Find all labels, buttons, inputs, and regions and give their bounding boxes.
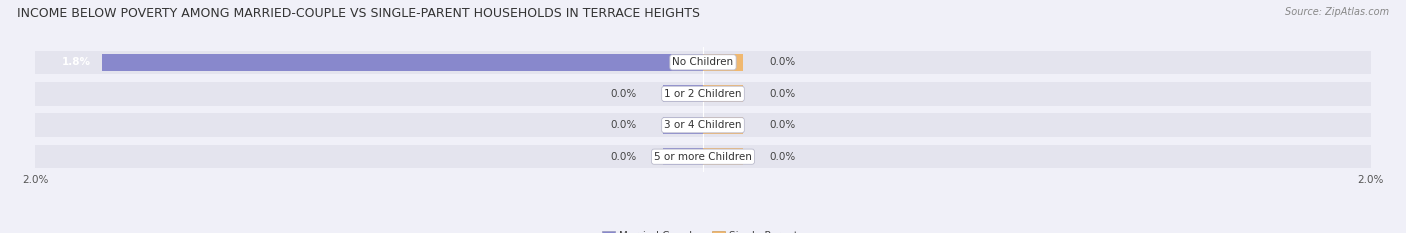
Text: 0.0%: 0.0% [610, 152, 636, 162]
Bar [662, 116, 703, 134]
Bar [101, 54, 703, 71]
Text: 1.8%: 1.8% [62, 57, 91, 67]
Text: 0.0%: 0.0% [769, 120, 796, 130]
Bar [703, 85, 742, 103]
Text: 0.0%: 0.0% [610, 120, 636, 130]
Bar [35, 82, 1371, 106]
Bar [703, 148, 742, 165]
Text: 5 or more Children: 5 or more Children [654, 152, 752, 162]
Legend: Married Couples, Single Parents: Married Couples, Single Parents [599, 227, 807, 233]
Bar [703, 116, 742, 134]
Bar [662, 85, 703, 103]
Text: No Children: No Children [672, 57, 734, 67]
Text: 0.0%: 0.0% [769, 89, 796, 99]
Bar [35, 145, 1371, 168]
Text: 1 or 2 Children: 1 or 2 Children [664, 89, 742, 99]
Text: 0.0%: 0.0% [610, 89, 636, 99]
Text: Source: ZipAtlas.com: Source: ZipAtlas.com [1285, 7, 1389, 17]
Bar [703, 54, 742, 71]
Text: 0.0%: 0.0% [769, 152, 796, 162]
Bar [662, 148, 703, 165]
Text: INCOME BELOW POVERTY AMONG MARRIED-COUPLE VS SINGLE-PARENT HOUSEHOLDS IN TERRACE: INCOME BELOW POVERTY AMONG MARRIED-COUPL… [17, 7, 700, 20]
Bar [35, 113, 1371, 137]
Bar [35, 51, 1371, 74]
Text: 3 or 4 Children: 3 or 4 Children [664, 120, 742, 130]
Text: 0.0%: 0.0% [769, 57, 796, 67]
